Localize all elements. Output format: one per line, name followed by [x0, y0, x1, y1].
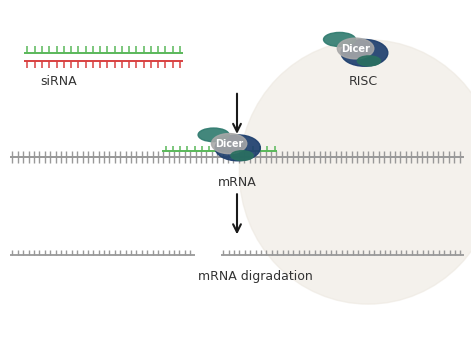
Text: Dicer: Dicer: [341, 44, 370, 53]
Ellipse shape: [341, 39, 388, 66]
Ellipse shape: [239, 40, 474, 304]
Ellipse shape: [198, 128, 229, 142]
Ellipse shape: [211, 134, 247, 154]
Text: siRNA: siRNA: [41, 75, 77, 88]
Text: mRNA digradation: mRNA digradation: [198, 270, 313, 283]
Ellipse shape: [231, 151, 253, 160]
Text: Dicer: Dicer: [215, 139, 243, 149]
Ellipse shape: [357, 56, 381, 66]
Text: RISC: RISC: [349, 75, 378, 88]
Text: mRNA: mRNA: [218, 176, 256, 189]
Ellipse shape: [215, 135, 260, 161]
Ellipse shape: [324, 33, 356, 47]
Ellipse shape: [337, 38, 374, 59]
